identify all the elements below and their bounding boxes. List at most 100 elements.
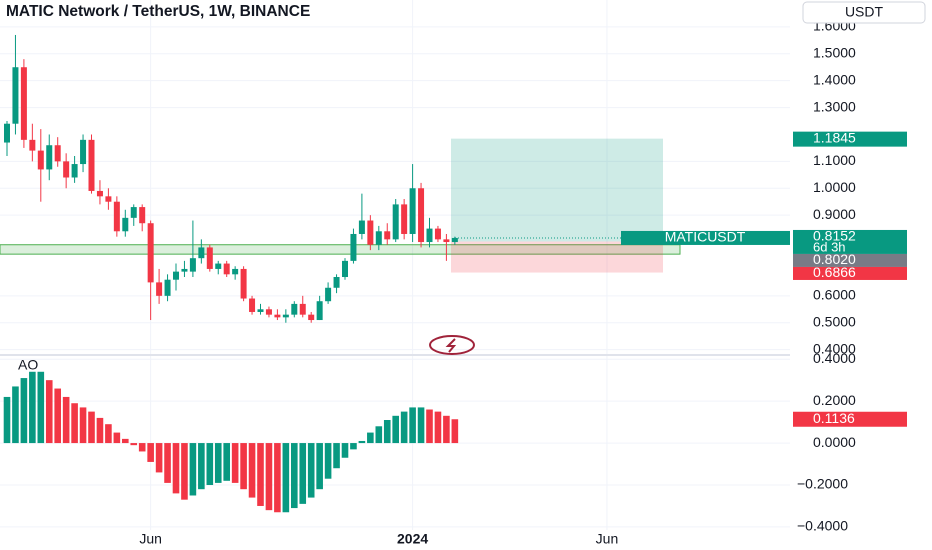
- countdown-label: 6d 3h: [813, 239, 846, 254]
- candle-body: [206, 247, 213, 269]
- candle-body: [198, 247, 205, 259]
- ao-bar: [324, 443, 332, 479]
- watermark-icon: [429, 335, 475, 355]
- support-zone: [0, 244, 681, 255]
- target-box: [793, 131, 907, 147]
- ao-bar: [265, 443, 273, 511]
- candle-body: [291, 303, 298, 315]
- candle-body: [189, 258, 196, 272]
- candle-body: [350, 233, 357, 261]
- y-tick-label: 0.4000: [813, 340, 856, 356]
- candle-body: [325, 287, 332, 302]
- y-tick-label: −0.2000: [797, 476, 848, 492]
- ao-bar: [45, 380, 53, 444]
- currency-label[interactable]: USDT: [845, 4, 884, 20]
- candle-body: [164, 279, 171, 296]
- candle-body: [392, 204, 399, 240]
- ao-bar: [307, 443, 315, 498]
- currency-button[interactable]: [802, 1, 926, 24]
- ao-bar: [443, 415, 450, 444]
- candle-body: [215, 263, 222, 269]
- ao-bar: [198, 443, 205, 490]
- y-tick-label: −0.4000: [797, 518, 848, 534]
- y-tick-label: 0.5000: [813, 313, 856, 329]
- ao-bar: [206, 443, 214, 485]
- candle-body: [113, 201, 120, 232]
- candle-body: [375, 231, 382, 245]
- ao-bar: [358, 440, 366, 444]
- ao-bar: [350, 443, 357, 450]
- candle-body: [156, 282, 163, 296]
- ao-bar: [257, 443, 264, 506]
- candle-body: [333, 277, 340, 288]
- candle-body: [316, 301, 323, 321]
- candle-body: [63, 161, 70, 178]
- ao-bar: [189, 443, 197, 496]
- candle-body: [401, 204, 408, 234]
- x-tick-label: 2024: [397, 531, 428, 547]
- ao-bar: [155, 443, 163, 473]
- ao-bar: [375, 426, 383, 444]
- loss-area: [451, 241, 663, 273]
- candle-body: [232, 268, 239, 275]
- y-tick-label: 0.9000: [813, 206, 856, 222]
- candle-body: [443, 239, 450, 243]
- ao-bar: [88, 411, 95, 444]
- overlay: [0, 138, 790, 273]
- last-price-label: 0.8152: [813, 228, 856, 244]
- ao-bar: [417, 407, 425, 444]
- ao-bar: [392, 415, 399, 444]
- candle-body: [223, 263, 230, 275]
- ao-bar: [291, 443, 298, 509]
- ao-bar: [138, 443, 146, 452]
- candle-body: [240, 268, 247, 299]
- ao-bar: [214, 443, 222, 483]
- ao-bar: [79, 407, 87, 444]
- candle-body: [342, 260, 348, 278]
- candle-body: [434, 228, 441, 240]
- marks: [3, 34, 459, 513]
- symbol-label: MATICUSDT: [665, 229, 746, 245]
- ao-value-label: 0.1136: [813, 410, 855, 426]
- ao-bar: [147, 443, 154, 462]
- candle-body: [80, 139, 87, 165]
- indicator-name: AO: [18, 357, 38, 373]
- candle-body: [358, 220, 365, 234]
- ao-bar: [383, 420, 391, 444]
- ao-bar: [426, 409, 433, 444]
- y-tick-label: 1.5000: [813, 44, 856, 60]
- ao-bar: [248, 443, 256, 498]
- stop-label: 0.6866: [813, 264, 856, 280]
- ao-bar: [282, 443, 290, 513]
- candle-body: [426, 228, 433, 243]
- ao-bar: [54, 388, 61, 444]
- candle-body: [418, 188, 425, 243]
- ao-bar: [37, 371, 45, 444]
- candle-body: [308, 314, 315, 321]
- candle-body: [249, 298, 256, 312]
- last-price-box: [793, 229, 907, 254]
- y-tick-label: 0.4000: [813, 350, 856, 366]
- ao-bar: [341, 443, 349, 458]
- ao-bar: [400, 411, 408, 444]
- ao-bar: [240, 443, 247, 490]
- ao-bar: [316, 443, 323, 490]
- candle-body: [451, 237, 458, 243]
- candle-body: [384, 231, 391, 240]
- ao-bar: [451, 419, 459, 444]
- candle-body: [181, 268, 188, 272]
- ao-bar: [231, 443, 239, 483]
- candle-body: [367, 220, 374, 245]
- ao-value-box: [793, 411, 907, 427]
- candle-body: [122, 217, 129, 232]
- y-tick-label: 1.4000: [813, 71, 856, 87]
- ao-bar: [130, 443, 138, 446]
- candle-body: [37, 150, 44, 170]
- entry-label: 0.8020: [813, 251, 856, 267]
- y-tick-label: 0.0000: [813, 434, 856, 450]
- candle-body: [409, 188, 416, 234]
- candle-body: [147, 223, 154, 283]
- candle-body: [29, 139, 36, 151]
